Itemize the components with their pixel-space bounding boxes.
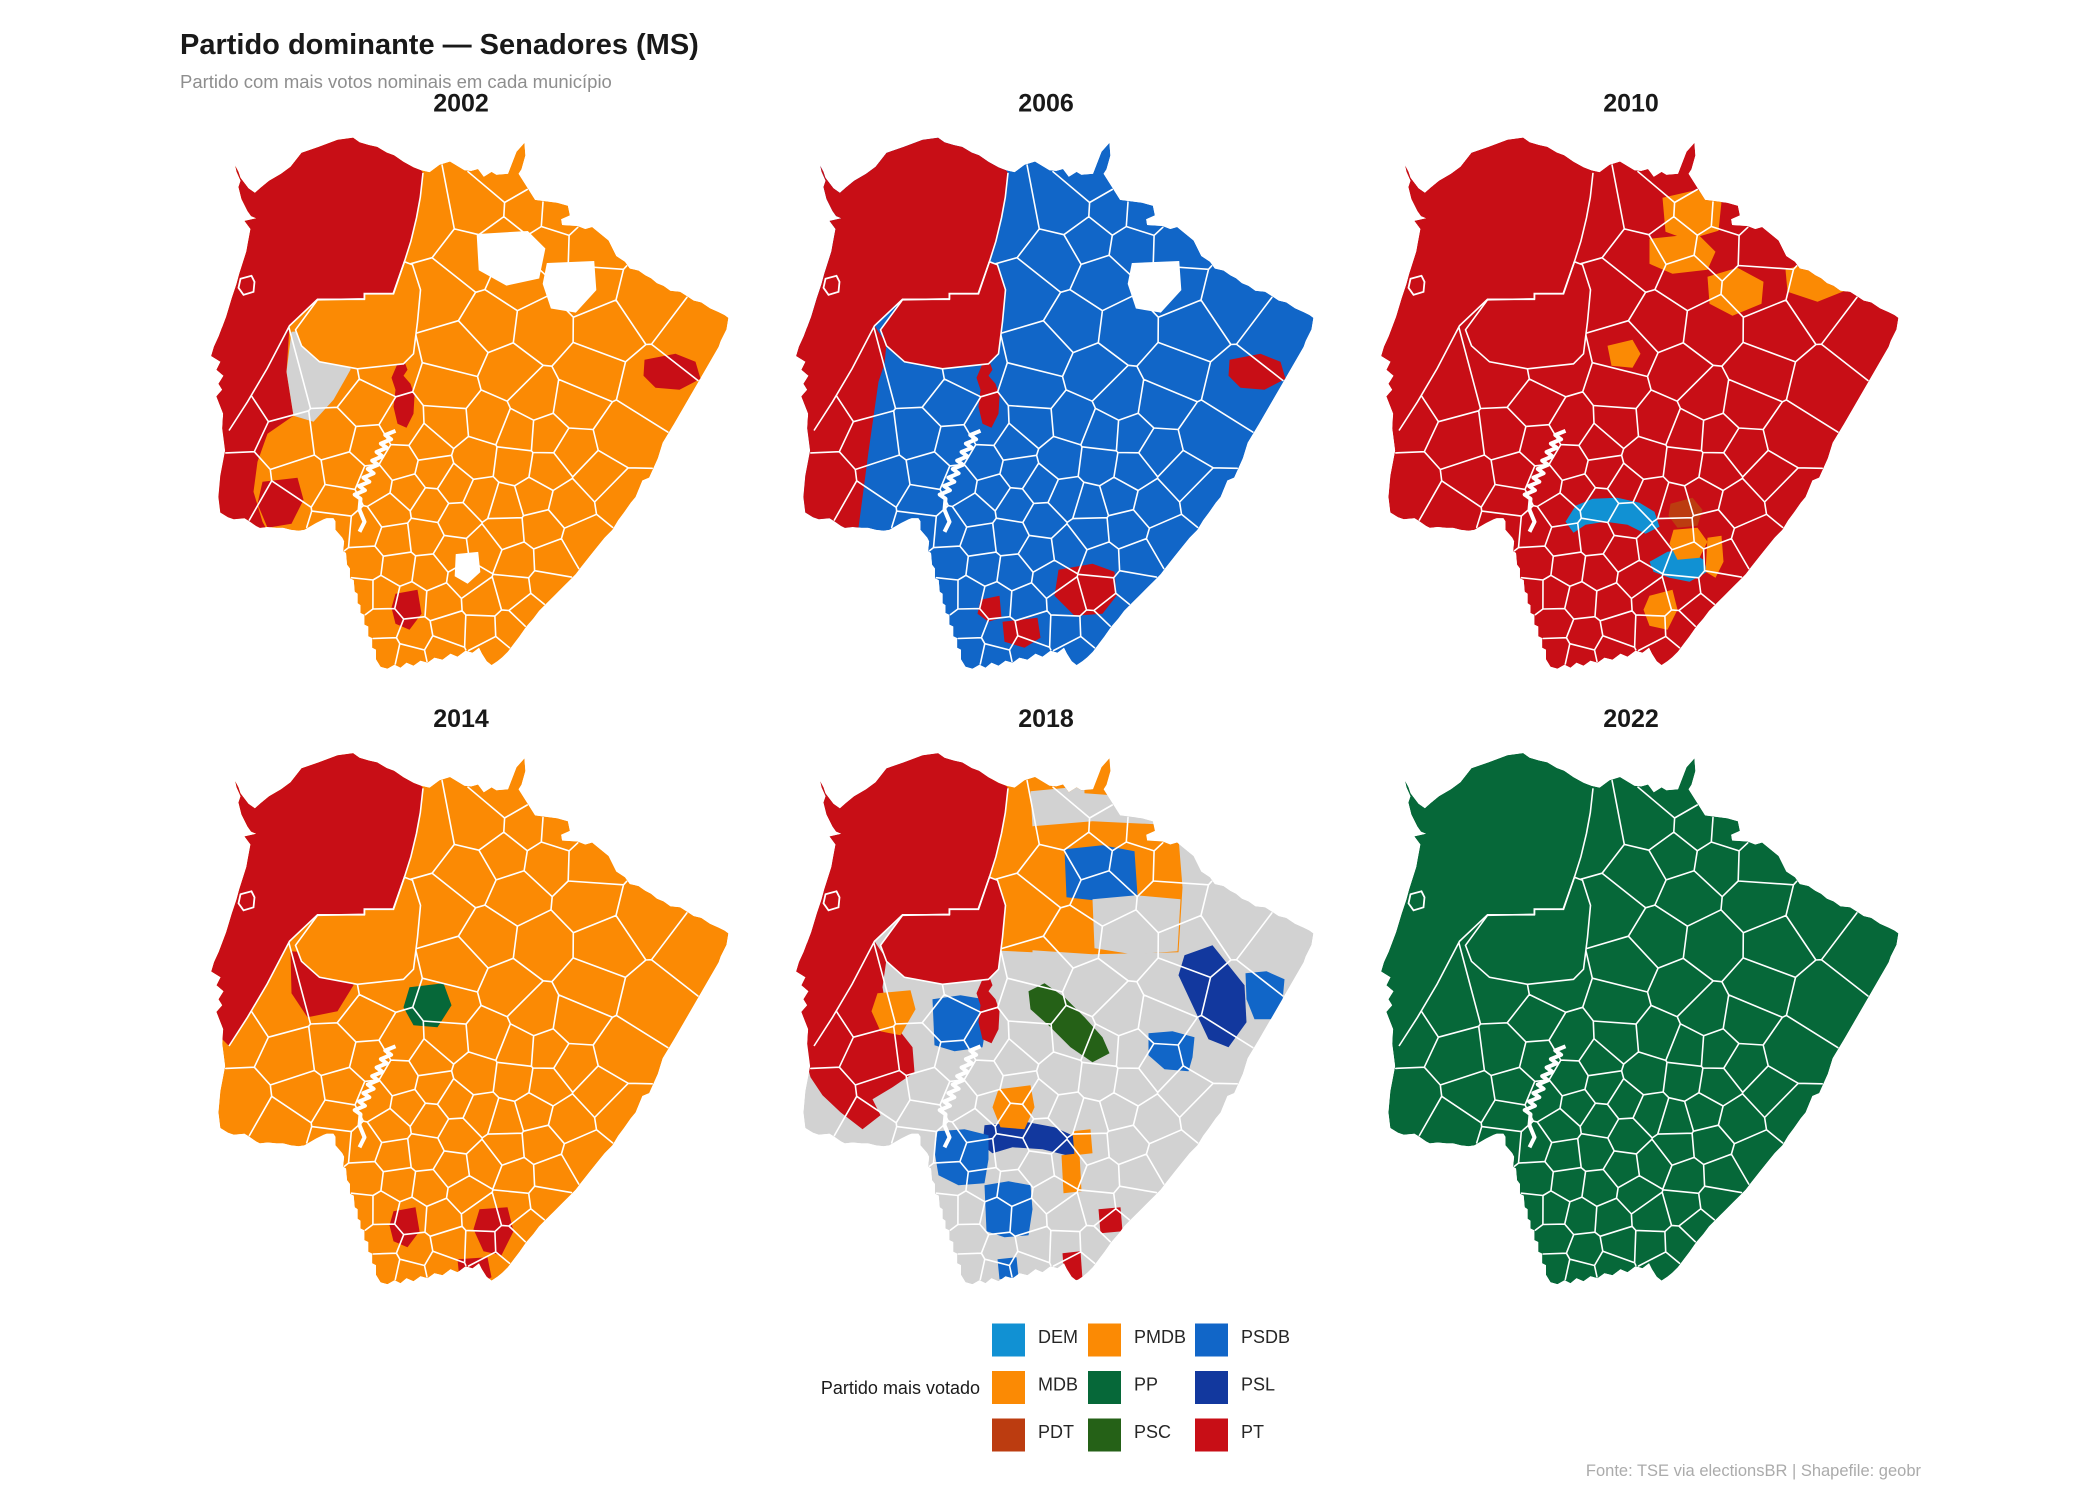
svg-text:PSDB: PSDB — [1241, 1327, 1290, 1347]
svg-text:2006: 2006 — [1018, 89, 1074, 117]
svg-text:PDT: PDT — [1038, 1422, 1074, 1442]
svg-text:2014: 2014 — [433, 705, 489, 733]
svg-text:MDB: MDB — [1038, 1375, 1078, 1395]
svg-text:PT: PT — [1241, 1422, 1264, 1442]
svg-text:Partido com mais votos nominai: Partido com mais votos nominais em cada … — [180, 71, 612, 92]
svg-text:Partido dominante — Senadores: Partido dominante — Senadores (MS) — [180, 29, 699, 61]
svg-text:PMDB: PMDB — [1134, 1327, 1186, 1347]
svg-text:PSC: PSC — [1134, 1422, 1171, 1442]
svg-text:2010: 2010 — [1603, 89, 1659, 117]
svg-text:PP: PP — [1134, 1375, 1158, 1395]
svg-text:PSL: PSL — [1241, 1375, 1275, 1395]
svg-text:DEM: DEM — [1038, 1327, 1078, 1347]
svg-text:Fonte: TSE via electionsBR | S: Fonte: TSE via electionsBR | Shapefile: … — [1586, 1462, 1922, 1480]
svg-text:Partido mais votado: Partido mais votado — [821, 1378, 980, 1398]
svg-text:2022: 2022 — [1603, 705, 1659, 733]
svg-text:2018: 2018 — [1018, 705, 1074, 733]
svg-text:2002: 2002 — [433, 89, 489, 117]
